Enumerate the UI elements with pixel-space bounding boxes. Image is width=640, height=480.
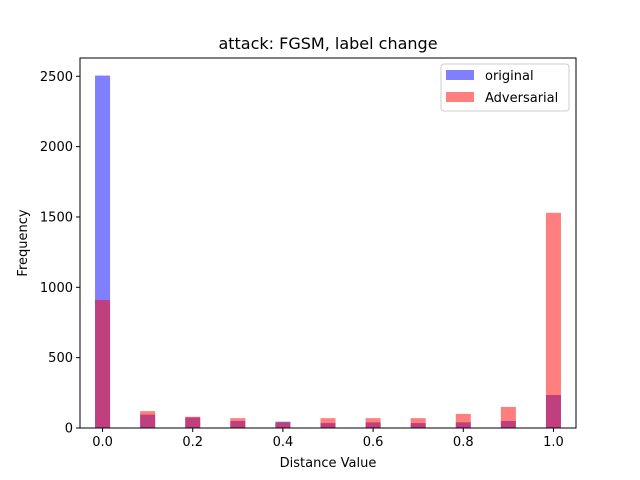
bar-adversarial-0 [95,299,111,428]
bar-adversarial-6 [365,418,381,428]
bar-adversarial-2 [185,416,201,428]
bar-adversarial-10 [545,212,561,428]
x-tick-label: 0.2 [182,435,203,450]
bar-adversarial-1 [140,411,156,428]
legend-swatch-adversarial [446,92,474,102]
x-tick-label: 0.8 [453,435,474,450]
x-tick-label: 1.0 [543,435,564,450]
bar-adversarial-3 [230,418,246,428]
chart-title: attack: FGSM, label change [218,34,437,53]
x-tick-label: 0.6 [363,435,384,450]
plot-frame [79,57,577,429]
y-axis-label: Frequency [16,209,31,276]
legend-swatch-original [446,70,474,80]
x-tick-label: 0.0 [92,435,113,450]
x-axis-label: Distance Value [280,456,377,471]
bars-layer [95,75,561,428]
bar-adversarial-5 [320,418,336,428]
y-tick-label: 2000 [40,140,73,155]
y-tick-label: 1500 [40,210,73,225]
bar-adversarial-7 [410,418,426,428]
x-tick-label: 0.4 [273,435,294,450]
bar-adversarial-8 [455,413,471,428]
bar-adversarial-9 [500,406,516,428]
legend: original Adversarial [440,63,570,112]
y-tick-label: 1000 [40,281,73,296]
y-tick-label: 0 [65,422,73,437]
bar-adversarial-4 [275,422,291,428]
y-tick-label: 2500 [40,70,73,85]
y-tick-label: 500 [48,351,73,366]
y-axis: 0 500 1000 1500 2000 2500 [40,70,80,437]
legend-label-adversarial: Adversarial [485,91,558,106]
legend-label-original: original [485,69,534,84]
x-axis: 0.0 0.2 0.4 0.6 0.8 1.0 [92,428,564,450]
